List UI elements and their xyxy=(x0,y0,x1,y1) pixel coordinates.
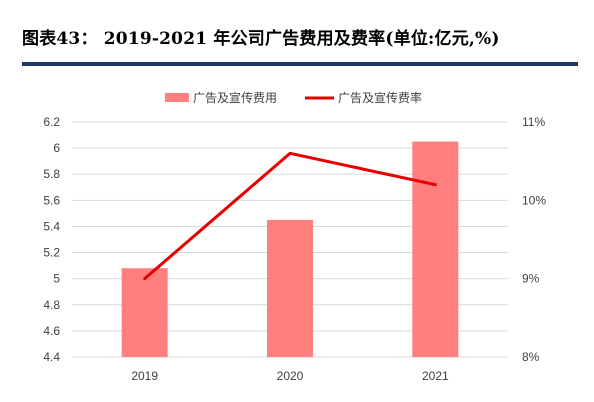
y-right-tick-label: 10% xyxy=(522,193,546,207)
y-left-tick-label: 5.2 xyxy=(43,246,60,260)
legend-swatch-bar xyxy=(165,93,189,102)
title-underline xyxy=(22,62,578,66)
y-left-tick-label: 6.2 xyxy=(43,115,60,129)
legend-label-bar: 广告及宣传费用 xyxy=(193,90,277,105)
y-left-tick-label: 4.6 xyxy=(43,324,60,338)
x-tick-label: 2021 xyxy=(422,369,449,383)
y-right-tick-label: 9% xyxy=(522,272,540,286)
line-point-2021 xyxy=(433,183,437,187)
bar-2021 xyxy=(412,141,459,357)
y-left-tick-label: 4.4 xyxy=(43,350,60,364)
line-point-2019 xyxy=(143,277,147,281)
bar-2019 xyxy=(121,268,168,357)
bar-2020 xyxy=(267,219,313,357)
y-right-tick-label: 8% xyxy=(522,350,540,364)
x-tick-label: 2020 xyxy=(277,369,304,383)
legend-label-line: 广告及宣传费率 xyxy=(338,90,422,105)
y-left-tick-label: 5.8 xyxy=(43,167,60,181)
y-left-tick-label: 5.4 xyxy=(43,219,60,233)
y-left-tick-label: 5.6 xyxy=(43,193,60,207)
y-left-tick-label: 4.8 xyxy=(43,298,60,312)
x-tick-label: 2019 xyxy=(131,369,158,383)
line-point-2020 xyxy=(288,151,292,155)
y-left-tick-label: 5 xyxy=(53,272,60,286)
chart-title: 图表43： 2019-2021 年公司广告费用及费率(单位:亿元,%) xyxy=(22,29,500,49)
y-left-tick-label: 6 xyxy=(53,141,60,155)
y-right-tick-label: 11% xyxy=(522,115,545,129)
